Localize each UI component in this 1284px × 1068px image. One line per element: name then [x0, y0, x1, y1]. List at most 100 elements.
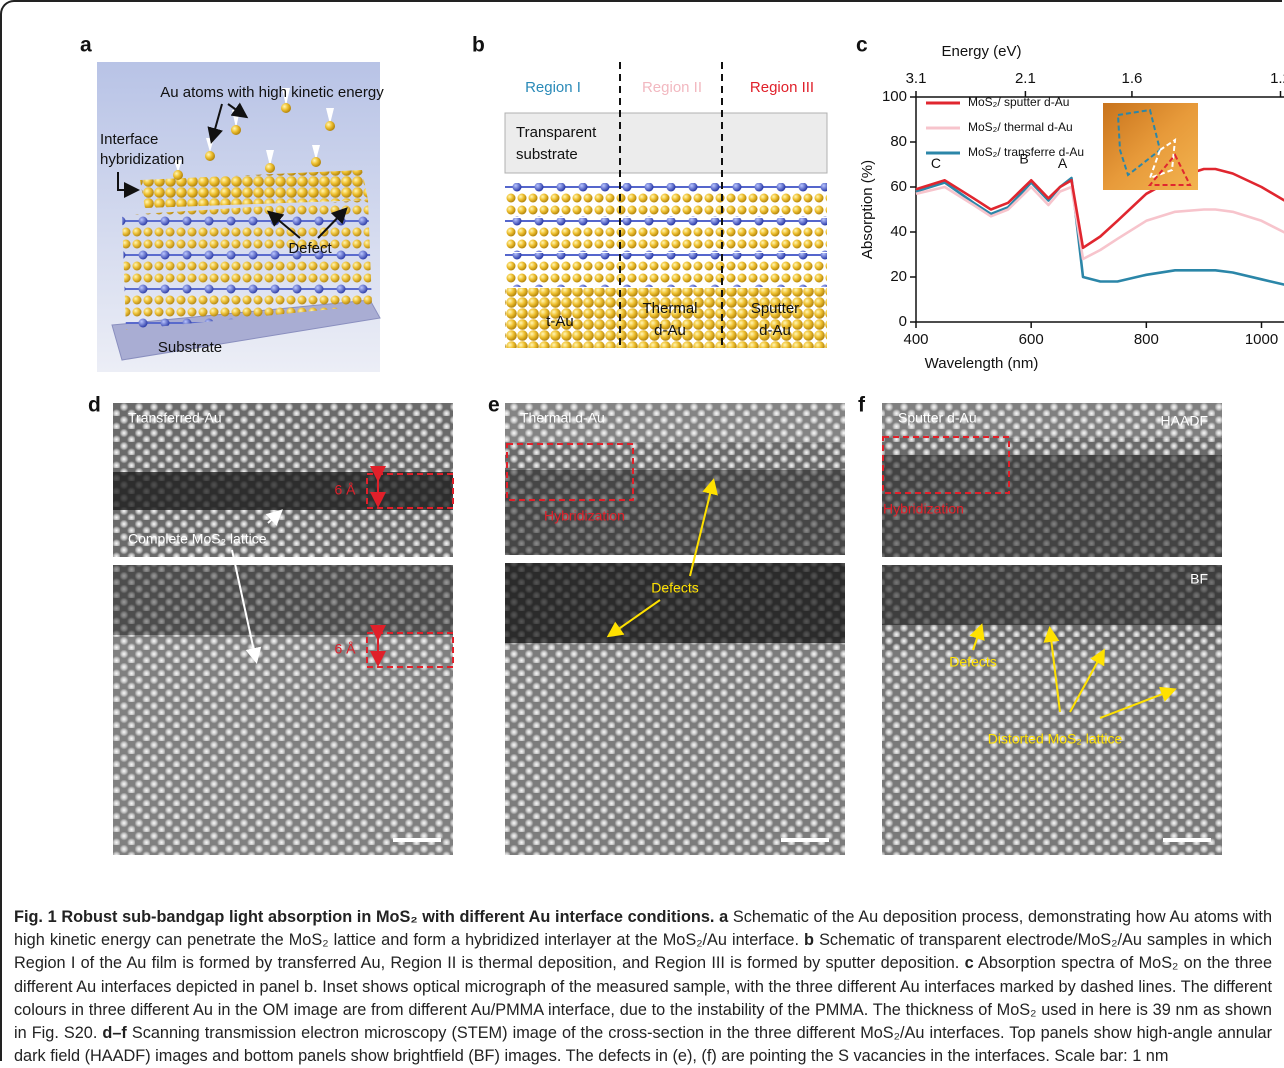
image-title: Thermal d-Au — [520, 410, 605, 426]
panel-label: d — [88, 394, 101, 417]
mos2-layers — [122, 200, 372, 330]
x2-tick-label: 2.1 — [1015, 70, 1036, 87]
peak-label: A — [1058, 155, 1068, 171]
highlight — [506, 443, 634, 501]
arrow — [266, 210, 301, 239]
y-tick-label: 80 — [890, 133, 907, 150]
annotation: hybridization — [100, 151, 184, 168]
legend-label: MoS₂/ sputter d-Au — [968, 95, 1069, 109]
mos2-layer — [505, 183, 827, 217]
x-axis-label: Wavelength (nm) — [925, 355, 1039, 372]
series-line — [915, 167, 1284, 250]
image-title: Transferred-Au — [128, 410, 222, 426]
arrow — [207, 103, 223, 144]
caption-part-text: Schematic of the Au deposition process, … — [14, 908, 1272, 950]
stem-band — [505, 643, 845, 855]
legend-label: MoS₂/ transferre d-Au — [968, 145, 1084, 159]
arrow — [606, 599, 661, 638]
image-mode: HAADF — [1161, 413, 1208, 429]
annotation: Transparent — [516, 124, 597, 141]
stem-band — [882, 565, 1222, 625]
y-tick-label: 60 — [890, 178, 907, 195]
panel-label: c — [856, 34, 868, 57]
annotation: Interface — [100, 131, 158, 148]
mos2-layer — [505, 253, 827, 287]
annotation: Defects — [651, 580, 698, 596]
annotation: Hybridization — [883, 501, 964, 517]
caption-part-label: a — [719, 908, 729, 926]
stem-band — [505, 403, 845, 443]
annotation: Substrate — [158, 339, 222, 356]
annotation: Sputter — [751, 300, 799, 317]
stem-band — [882, 650, 1222, 855]
x2-tick-label: 1.6 — [1122, 70, 1143, 87]
x-tick-label: 800 — [1134, 331, 1159, 348]
panel-e: e Thermal d-Au Hybridization Defects — [488, 394, 845, 855]
inset-micrograph — [1103, 103, 1198, 190]
arrow — [265, 509, 283, 527]
annotation: Defects — [949, 654, 996, 670]
region-label: Region II — [642, 79, 702, 96]
y-tick-label: 20 — [890, 268, 907, 285]
x2-axis-label: Energy (eV) — [941, 43, 1021, 60]
region-label: Region III — [750, 79, 814, 96]
y-tick-label: 100 — [882, 88, 907, 105]
x2-tick-label: 3.1 — [906, 70, 927, 87]
arrow — [1069, 648, 1105, 713]
y-axis-label: Absorption (%) — [859, 160, 876, 259]
annotation: t-Au — [546, 313, 574, 330]
panel-label: a — [80, 34, 92, 57]
arrow — [117, 172, 140, 198]
x-tick-label: 1000 — [1245, 331, 1278, 348]
annotation: substrate — [516, 146, 578, 163]
au-layer — [140, 170, 368, 208]
stem-band — [113, 635, 453, 855]
x-tick-label: 600 — [1019, 331, 1044, 348]
region-label: Region I — [525, 79, 581, 96]
stem-band — [882, 455, 1222, 557]
caption-part-text: Scanning transmission electron microscop… — [14, 1024, 1272, 1066]
image-title: Sputter d-Au — [898, 410, 977, 426]
annotation: 6 Å — [334, 641, 356, 657]
annotation: Thermal — [642, 300, 697, 317]
highlight — [882, 436, 1010, 494]
panel-b: b Region I Region II Region III Transpar… — [472, 34, 828, 348]
highlight — [366, 632, 454, 668]
panel-label: f — [858, 394, 866, 417]
arrow — [689, 478, 718, 577]
annotation: Defect — [288, 240, 332, 257]
stem-image — [113, 565, 453, 855]
stem-band — [113, 565, 453, 635]
panel-f: f Sputter d-Au HAADF Hybridization BF De… — [858, 394, 1222, 855]
annotation: d-Au — [759, 322, 791, 339]
stem-band — [882, 403, 1222, 438]
peak-label: B — [1019, 151, 1028, 167]
annotation: 6 Å — [334, 482, 356, 498]
arrow — [231, 549, 262, 664]
arrow — [317, 207, 348, 239]
legend-label: MoS₂/ thermal d-Au — [968, 120, 1073, 134]
mos2-layer — [505, 218, 827, 252]
arrow — [1043, 626, 1061, 713]
figure: a Au atoms with high kinetic energy Inte… — [80, 34, 1284, 855]
annotation: d-Au — [654, 322, 686, 339]
caption-part-label: c — [964, 954, 974, 973]
caption-title: Fig. 1 Robust sub-bandgap light absorpti… — [14, 908, 715, 926]
highlight — [366, 473, 454, 509]
arrow — [969, 623, 985, 651]
x2-tick-label: 1.2 — [1270, 70, 1284, 87]
caption-part-text: Schematic of transparent electrode/MoS₂/… — [14, 931, 1272, 973]
panel-c: c 40060080010001200140016000204060801003… — [856, 34, 1284, 372]
panel-label: e — [488, 394, 500, 417]
figure-caption: Fig. 1 Robust sub-bandgap light absorpti… — [14, 906, 1272, 1068]
y-tick-label: 0 — [899, 313, 907, 330]
arrow — [227, 102, 249, 119]
caption-part-label: d–f — [102, 1024, 127, 1043]
annotation: Complete MoS₂ lattice — [128, 531, 267, 547]
caption-part-text: Absorption spectra of MoS₂ on the three … — [14, 954, 1272, 1043]
arrow — [1099, 686, 1177, 719]
au-film — [505, 288, 827, 348]
stem-band — [505, 563, 845, 643]
panel-label: b — [472, 34, 485, 57]
annotation: Hybridization — [544, 508, 625, 524]
